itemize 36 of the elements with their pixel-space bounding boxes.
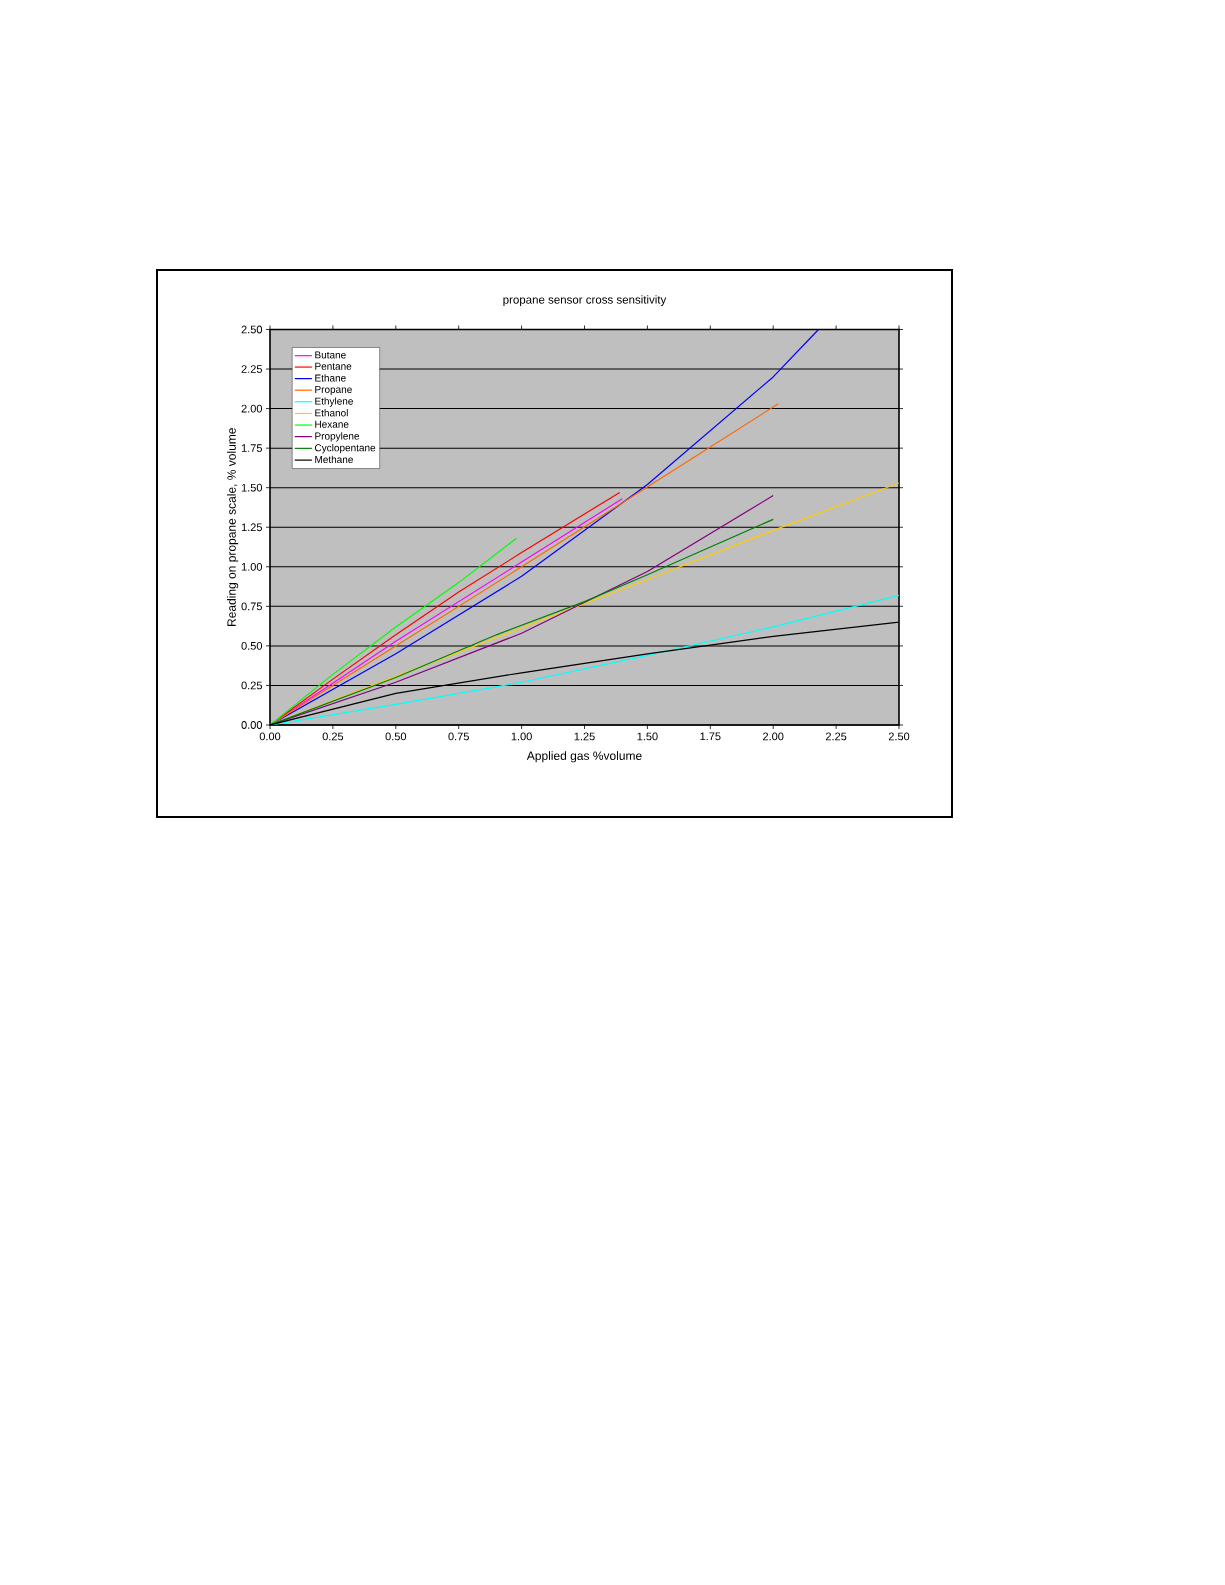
x-tick-label: 1.00: [511, 732, 532, 741]
x-tick-label: 1.75: [700, 732, 721, 741]
x-tick-label: 0.00: [259, 732, 281, 741]
legend-label: Propylene: [315, 432, 360, 442]
x-tick-label: 0.75: [448, 732, 469, 741]
line-series: [270, 537, 518, 725]
x-tick-label: 2.25: [825, 732, 847, 741]
legend-label: Butane: [315, 351, 346, 359]
y-tick-label: 2.25: [241, 365, 262, 373]
legend-label: Methane: [315, 455, 353, 464]
x-tick-label: 2.50: [888, 732, 910, 741]
x-axis-title: Applied gas %volume: [526, 751, 642, 763]
y-tick-label: 2.00: [241, 404, 263, 413]
y-tick-label: 1.75: [241, 444, 262, 452]
x-tick-label: 0.25: [322, 732, 344, 741]
y-tick-label: 0.25: [241, 681, 262, 690]
x-tick-label: 0.50: [385, 732, 407, 741]
x-tick-label: 2.00: [763, 732, 784, 741]
legend-label: Ethanol: [315, 409, 348, 417]
y-tick-label: 1.25: [241, 523, 262, 532]
y-axis-title: Reading on propane scale, % volume: [227, 428, 239, 626]
y-tick-label: 0.75: [241, 602, 262, 611]
legend-label: Ethane: [315, 374, 346, 382]
x-tick-label: 1.25: [574, 732, 595, 741]
legend-label: Pentane: [315, 362, 352, 370]
chart-title: propane sensor cross sensitivity: [503, 295, 667, 306]
y-tick-label: 1.00: [241, 562, 263, 571]
legend-label: Propane: [315, 385, 352, 395]
y-tick-label: 1.50: [241, 483, 263, 492]
legend-label: Ethylene: [315, 397, 353, 407]
y-tick-label: 0.00: [241, 721, 263, 729]
y-tick-label: 2.50: [241, 325, 263, 334]
x-tick-label: 1.50: [637, 732, 658, 741]
y-tick-label: 0.50: [241, 642, 263, 650]
legend-label: Hexane: [315, 420, 349, 428]
legend-label: Cyclopentane: [314, 443, 376, 454]
